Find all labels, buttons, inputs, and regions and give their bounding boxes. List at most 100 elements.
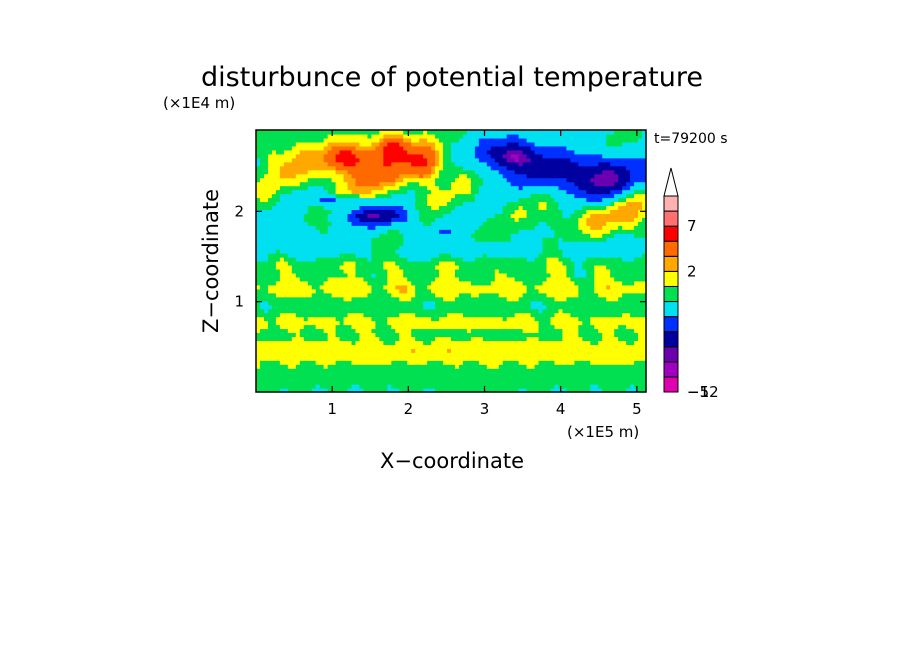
heatmap-cell [618, 249, 623, 254]
heatmap-cell [256, 376, 261, 381]
heatmap-cell [355, 276, 361, 282]
heatmap-cell [279, 304, 285, 310]
heatmap-cell [606, 264, 611, 270]
heatmap-cell [315, 280, 321, 286]
heatmap-cell [642, 229, 646, 234]
heatmap-cell [387, 324, 392, 330]
heatmap-cell [558, 308, 564, 314]
heatmap-cell [419, 316, 424, 322]
heatmap-cell [626, 296, 631, 302]
heatmap-cell [395, 288, 400, 294]
heatmap-cell [331, 237, 337, 242]
heatmap-cell [622, 197, 627, 203]
heatmap-cell [558, 189, 564, 195]
heatmap-cell [435, 360, 440, 365]
heatmap-cell [626, 261, 631, 266]
heatmap-cell [498, 193, 504, 199]
heatmap-cell [427, 280, 432, 286]
heatmap-cell [490, 364, 496, 369]
heatmap-cell [578, 189, 583, 195]
heatmap-cell [347, 288, 353, 294]
heatmap-cell [618, 336, 623, 341]
heatmap-cell [458, 356, 464, 361]
heatmap-cell [271, 213, 277, 218]
heatmap-cell [562, 229, 568, 234]
heatmap-cell [602, 340, 607, 345]
heatmap-cell [295, 284, 301, 290]
heatmap-cell [263, 316, 269, 322]
heatmap-cell [355, 300, 361, 306]
heatmap-cell [363, 197, 369, 203]
heatmap-cell [598, 304, 603, 310]
heatmap-cell [530, 328, 536, 334]
heatmap-cell [462, 189, 468, 195]
heatmap-cell [395, 257, 400, 262]
heatmap-cell [267, 225, 273, 230]
heatmap-cell [355, 368, 361, 373]
heatmap-cell [602, 292, 607, 298]
heatmap-cell [343, 245, 349, 250]
heatmap-cell [494, 276, 500, 282]
heatmap-cell [506, 336, 512, 341]
heatmap-cell [538, 352, 544, 357]
heatmap-cell [598, 264, 603, 270]
heatmap-cell [462, 372, 468, 377]
heatmap-cell [431, 360, 436, 365]
heatmap-cell [550, 209, 556, 214]
heatmap-cell [383, 221, 388, 226]
heatmap-cell [586, 217, 591, 222]
heatmap-cell [490, 209, 496, 214]
heatmap-cell [642, 264, 646, 270]
heatmap-cell [283, 261, 289, 266]
heatmap-cell [307, 280, 313, 286]
heatmap-cell [574, 336, 579, 341]
heatmap-cell [427, 264, 432, 270]
heatmap-cell [466, 356, 472, 361]
heatmap-cell [323, 300, 329, 306]
heatmap-cell [570, 348, 575, 353]
heatmap-cell [554, 328, 560, 334]
heatmap-cell [395, 324, 400, 330]
heatmap-cell [327, 280, 333, 286]
heatmap-cell [518, 332, 524, 338]
heatmap-cell [522, 376, 528, 381]
heatmap-cell [474, 229, 480, 234]
heatmap-cell [626, 364, 631, 369]
heatmap-cell [622, 324, 627, 330]
heatmap-cell [299, 241, 305, 246]
heatmap-cell [331, 205, 337, 210]
heatmap-cell [614, 312, 619, 318]
heatmap-cell [339, 253, 345, 258]
heatmap-cell [586, 221, 591, 226]
heatmap-cell [510, 380, 516, 385]
heatmap-cell [303, 368, 309, 373]
heatmap-cell [291, 189, 297, 195]
heatmap-cell [574, 257, 579, 262]
heatmap-cell [279, 388, 285, 392]
heatmap-cell [610, 360, 615, 365]
heatmap-cell [582, 288, 587, 294]
heatmap-cell [510, 308, 516, 314]
heatmap-cell [634, 264, 639, 270]
heatmap-cell [634, 249, 639, 254]
heatmap-cell [458, 272, 464, 278]
heatmap-cell [614, 209, 619, 214]
heatmap-cell [562, 340, 568, 345]
heatmap-cell [570, 261, 575, 266]
heatmap-cell [347, 257, 353, 262]
heatmap-cell [267, 276, 273, 282]
heatmap-cell [498, 308, 504, 314]
heatmap-cell [482, 221, 488, 226]
heatmap-cell [427, 324, 432, 330]
heatmap-cell [498, 364, 504, 369]
heatmap-cell [558, 344, 564, 349]
heatmap-cell [502, 364, 508, 369]
heatmap-cell [439, 364, 444, 369]
heatmap-cell [630, 221, 635, 226]
heatmap-cell [454, 217, 460, 222]
heatmap-cell [458, 253, 464, 258]
heatmap-cell [267, 217, 273, 222]
heatmap-cell [546, 320, 552, 326]
heatmap-cell [287, 324, 293, 330]
heatmap-cell [447, 197, 452, 203]
